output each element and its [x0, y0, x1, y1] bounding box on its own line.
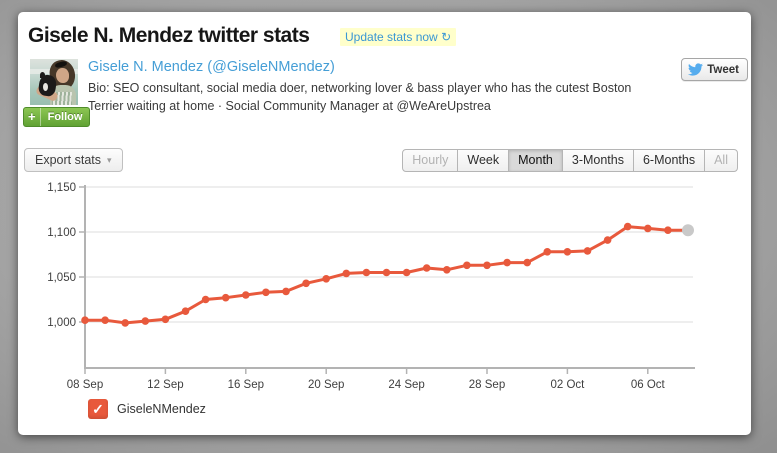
chevron-down-icon: ▾: [107, 154, 112, 165]
legend: ✓ GiseleNMendez: [88, 399, 206, 419]
svg-text:08 Sep: 08 Sep: [67, 379, 103, 391]
svg-text:28 Sep: 28 Sep: [469, 379, 505, 391]
follow-button[interactable]: + Follow: [23, 107, 91, 127]
export-stats-label: Export stats: [35, 153, 101, 167]
profile-bio-line1: Bio: SEO consultant, social media doer, …: [88, 81, 632, 95]
svg-text:1,050: 1,050: [47, 272, 76, 284]
profile-avatar: [30, 59, 78, 111]
follow-label: Follow: [47, 111, 83, 123]
update-stats-label: Update stats now: [345, 30, 438, 44]
svg-text:02 Oct: 02 Oct: [550, 379, 585, 391]
tweet-label: Tweet: [707, 63, 739, 76]
stats-page: Gisele N. Mendez twitter stats Update st…: [18, 12, 751, 435]
svg-text:1,100: 1,100: [47, 227, 76, 239]
twitter-bird-icon: [688, 63, 704, 76]
page-title: Gisele N. Mendez twitter stats: [28, 24, 310, 47]
tweet-button[interactable]: Tweet: [681, 58, 748, 81]
svg-text:1,000: 1,000: [47, 317, 76, 329]
svg-text:16 Sep: 16 Sep: [228, 379, 264, 391]
svg-text:06 Oct: 06 Oct: [631, 379, 666, 391]
time-range-tabs: Hourly Week Month 3-Months 6-Months All: [402, 149, 738, 172]
profile-name-link[interactable]: Gisele N. Mendez (@GiseleNMendez): [88, 59, 335, 75]
svg-text:1,150: 1,150: [47, 182, 76, 194]
followers-chart: 1,000 1,050 1,100 1,150 08 Sep 12 Sep 16 Sep 20…: [47, 182, 695, 391]
tab-all[interactable]: All: [705, 150, 737, 171]
svg-text:20 Sep: 20 Sep: [308, 379, 344, 391]
tab-hourly[interactable]: Hourly: [403, 150, 459, 171]
tab-month[interactable]: Month: [509, 150, 563, 171]
svg-text:12 Sep: 12 Sep: [147, 379, 183, 391]
tab-week[interactable]: Week: [458, 150, 510, 171]
update-stats-link[interactable]: Update stats now ↻: [340, 28, 457, 46]
plus-icon: +: [24, 108, 41, 126]
profile-bio-line2: Terrier waiting at home · Social Communi…: [88, 99, 491, 113]
svg-text:24 Sep: 24 Sep: [388, 379, 424, 391]
refresh-icon: ↻: [441, 30, 452, 44]
legend-checkbox[interactable]: ✓: [88, 399, 108, 419]
tab-3-months[interactable]: 3-Months: [563, 150, 634, 171]
tab-6-months[interactable]: 6-Months: [634, 150, 706, 171]
legend-label: GiseleNMendez: [117, 402, 206, 416]
export-stats-button[interactable]: Export stats ▾: [24, 148, 123, 172]
